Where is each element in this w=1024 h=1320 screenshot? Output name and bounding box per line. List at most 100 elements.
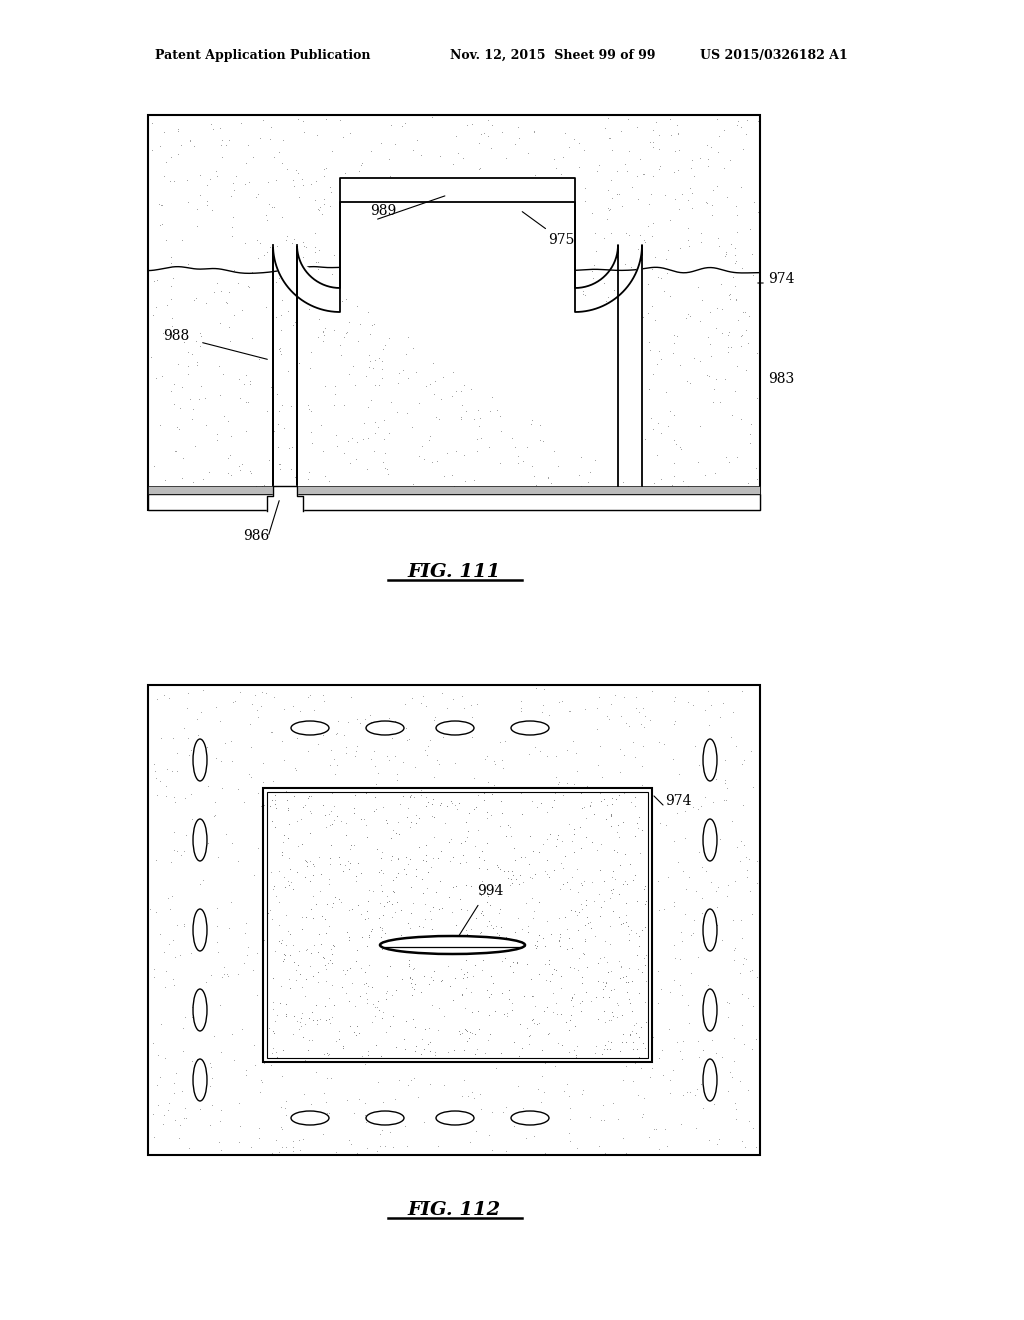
- Point: [588, 240, 604, 261]
- Point: [464, 1081, 480, 1102]
- Point: [281, 437, 297, 458]
- Point: [741, 880, 758, 902]
- Point: [604, 793, 621, 814]
- Point: [615, 1069, 632, 1090]
- Point: [530, 964, 547, 985]
- Point: [467, 1023, 483, 1044]
- Point: [150, 1094, 166, 1115]
- Point: [426, 807, 442, 828]
- Point: [418, 845, 434, 866]
- Point: [362, 141, 379, 162]
- Point: [451, 1020, 467, 1041]
- Point: [518, 892, 535, 913]
- Point: [175, 447, 191, 469]
- Point: [604, 1002, 621, 1023]
- Point: [288, 969, 304, 990]
- Point: [358, 814, 375, 836]
- Point: [426, 766, 442, 787]
- Point: [643, 226, 659, 247]
- Point: [349, 296, 366, 317]
- Point: [483, 238, 500, 259]
- Point: [499, 1006, 515, 1027]
- Point: [608, 841, 625, 862]
- Point: [460, 1085, 476, 1106]
- Point: [397, 182, 414, 203]
- Point: [631, 925, 647, 946]
- Text: 986: 986: [243, 529, 269, 543]
- Point: [428, 407, 444, 428]
- Point: [425, 896, 441, 917]
- Point: [276, 417, 293, 438]
- Point: [145, 304, 162, 325]
- Point: [725, 909, 741, 931]
- Point: [403, 688, 420, 709]
- Point: [682, 1081, 698, 1102]
- Point: [231, 387, 248, 408]
- Ellipse shape: [366, 721, 404, 735]
- Point: [698, 861, 715, 882]
- Point: [262, 721, 279, 742]
- Point: [191, 927, 208, 948]
- Point: [403, 977, 420, 998]
- Point: [706, 180, 722, 201]
- Point: [434, 727, 451, 748]
- Point: [587, 222, 603, 243]
- Point: [592, 446, 608, 467]
- Point: [327, 395, 343, 416]
- Point: [447, 968, 464, 989]
- Point: [255, 795, 271, 816]
- Point: [183, 1006, 200, 1027]
- Point: [540, 911, 556, 932]
- Point: [236, 953, 252, 974]
- Point: [453, 407, 469, 428]
- Point: [265, 1038, 282, 1059]
- Point: [591, 1135, 607, 1156]
- Point: [612, 913, 629, 935]
- Point: [530, 305, 547, 326]
- Point: [289, 727, 305, 748]
- Point: [541, 866, 557, 887]
- Point: [592, 783, 608, 804]
- Point: [628, 1023, 644, 1044]
- Point: [691, 350, 708, 371]
- Point: [383, 828, 399, 849]
- Point: [592, 859, 608, 880]
- Point: [307, 189, 324, 210]
- Point: [340, 430, 356, 451]
- Point: [166, 374, 182, 395]
- Point: [632, 148, 648, 169]
- Point: [602, 127, 618, 148]
- Point: [458, 400, 474, 421]
- Point: [222, 731, 239, 752]
- Point: [353, 490, 370, 511]
- Point: [472, 874, 488, 895]
- Point: [730, 310, 746, 331]
- Point: [469, 1038, 485, 1059]
- Point: [439, 796, 456, 817]
- Point: [544, 473, 560, 494]
- Point: [603, 1031, 620, 1052]
- Point: [579, 907, 595, 928]
- Point: [218, 135, 234, 156]
- Point: [617, 870, 634, 891]
- Point: [262, 1055, 279, 1076]
- Point: [590, 970, 606, 991]
- Point: [193, 768, 209, 789]
- Point: [452, 276, 468, 297]
- Point: [580, 428, 596, 449]
- Point: [584, 202, 600, 223]
- Point: [367, 1005, 383, 1026]
- Point: [157, 469, 173, 490]
- Point: [665, 748, 681, 770]
- Point: [701, 301, 718, 322]
- Point: [294, 264, 310, 285]
- Point: [366, 358, 382, 379]
- Point: [521, 496, 538, 517]
- Point: [537, 954, 553, 975]
- Point: [295, 110, 311, 131]
- Point: [652, 267, 669, 288]
- Point: [213, 135, 229, 156]
- Point: [170, 119, 186, 140]
- Point: [166, 821, 182, 842]
- Point: [471, 133, 487, 154]
